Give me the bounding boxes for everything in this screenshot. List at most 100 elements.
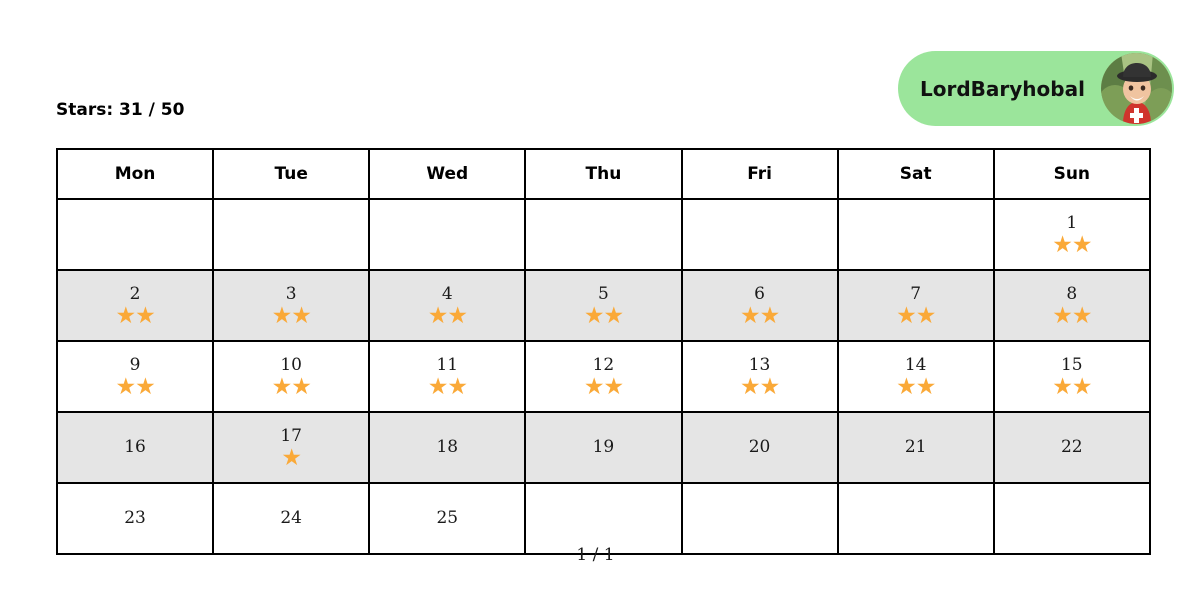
day-star-rating: ★ ★ [115, 304, 155, 327]
star-icon: ★ [915, 302, 937, 329]
column-header-thu: Thu [524, 148, 683, 200]
star-icon: ★ [427, 373, 449, 400]
day-number: 17 [280, 425, 302, 446]
user-badge[interactable]: LordBaryhobal [898, 51, 1174, 126]
calendar-day-cell[interactable]: 14 ★ ★ [836, 340, 995, 413]
calendar-week-row: 2 ★ ★ 3 ★ ★ 4 ★ ★ 5 ★ ★ 6 ★ ★ 7 ★ ★ 8 ★ ★ [55, 269, 1151, 342]
calendar-day-cell[interactable]: 12 ★ ★ [524, 340, 683, 413]
day-number: 4 [441, 283, 453, 304]
star-icon: ★ [603, 373, 624, 400]
star-icon: ★ [583, 302, 605, 329]
calendar-day-cell[interactable]: 1 ★ ★ [992, 198, 1151, 271]
calendar-day-cell[interactable]: 7 ★ ★ [836, 269, 995, 342]
calendar-day-cell[interactable]: 18 [368, 411, 527, 484]
day-cell-content: 8 ★ ★ [995, 273, 1149, 338]
calendar-day-cell[interactable]: 10 ★ ★ [212, 340, 371, 413]
calendar-day-cell[interactable]: 9 ★ ★ [55, 340, 215, 413]
calendar-day-cell[interactable]: 2 ★ ★ [55, 269, 215, 342]
calendar-day-cell[interactable]: 24 [212, 482, 371, 555]
day-number: 2 [129, 283, 141, 304]
calendar-day-cell[interactable]: 16 [55, 411, 215, 484]
calendar-day-cell[interactable]: 5 ★ ★ [524, 269, 683, 342]
star-icon: ★ [1052, 373, 1073, 400]
star-icon: ★ [447, 373, 468, 400]
day-number: 10 [280, 354, 302, 375]
calendar-day-cell[interactable]: 25 [368, 482, 527, 555]
day-number: 16 [124, 436, 146, 457]
day-star-rating: ★ ★ [739, 373, 780, 400]
day-cell-content: 3 ★ ★ [214, 273, 368, 338]
calendar-day-cell[interactable]: 8 ★ ★ [992, 269, 1151, 342]
column-header-tue: Tue [212, 148, 371, 200]
star-icon: ★ [135, 373, 156, 400]
column-header-sun: Sun [992, 148, 1151, 200]
day-number: 13 [748, 354, 771, 375]
calendar-day-cell[interactable]: 11 ★ ★ [368, 340, 527, 413]
calendar-day-cell[interactable]: 19 [524, 411, 683, 484]
star-icon: ★ [281, 444, 302, 471]
day-star-rating: ★ ★ [115, 373, 156, 400]
day-cell-content: 10 ★ ★ [214, 344, 368, 409]
day-star-rating: ★ ★ [896, 373, 936, 400]
day-cell-content [839, 202, 993, 267]
day-cell-content: 17 ★ [214, 415, 368, 480]
calendar-week-row: 16 17 ★ 18 19 20 21 22 [55, 411, 1151, 484]
star-calendar-table: Mon Tue Wed Thu Fri Sat Sun 1 ★ ★ 2 ★ ★ 3 ★ ★ 4 ★ ★… [55, 148, 1151, 555]
day-number: 21 [904, 436, 927, 457]
column-header-sat: Sat [836, 148, 995, 200]
calendar-day-cell[interactable]: 17 ★ [212, 411, 371, 484]
day-cell-content [839, 486, 993, 551]
column-header-fri: Fri [680, 148, 839, 200]
avatar[interactable] [1100, 53, 1172, 124]
star-icon: ★ [739, 373, 761, 400]
day-star-rating: ★ ★ [272, 304, 312, 327]
day-cell-content: 18 [370, 415, 524, 480]
calendar-day-cell[interactable]: 20 [680, 411, 839, 484]
calendar-empty-cell [836, 198, 995, 271]
day-number: 23 [124, 507, 146, 528]
day-number: 3 [285, 283, 297, 304]
calendar-empty-cell [55, 198, 215, 271]
calendar-empty-cell [992, 482, 1151, 555]
star-icon: ★ [603, 302, 624, 329]
column-header-wed: Wed [368, 148, 527, 200]
calendar-day-cell[interactable]: 21 [836, 411, 995, 484]
day-cell-content: 23 [58, 486, 212, 551]
day-cell-content: 25 [370, 486, 524, 551]
column-header-mon: Mon [55, 148, 215, 200]
day-cell-content [526, 202, 680, 267]
day-cell-content: 1 ★ ★ [995, 202, 1149, 267]
calendar-day-cell[interactable]: 15 ★ ★ [992, 340, 1151, 413]
calendar-week-row: 1 ★ ★ [55, 198, 1151, 271]
star-icon: ★ [115, 373, 136, 400]
calendar-day-cell[interactable]: 23 [55, 482, 215, 555]
star-icon: ★ [291, 373, 312, 400]
day-cell-content: 16 [58, 415, 212, 480]
day-star-rating: ★ ★ [740, 304, 780, 327]
top-bar: Stars: 31 / 50 LordBaryhobal [0, 0, 1191, 140]
day-cell-content: 13 ★ ★ [683, 344, 837, 409]
day-number: 7 [910, 283, 922, 304]
calendar-day-cell[interactable]: 6 ★ ★ [680, 269, 839, 342]
calendar-empty-cell [368, 198, 527, 271]
calendar-day-cell[interactable]: 13 ★ ★ [680, 340, 839, 413]
day-star-rating: ★ ★ [583, 302, 624, 329]
star-icon: ★ [1052, 231, 1073, 258]
day-cell-content: 24 [214, 486, 368, 551]
day-cell-content: 11 ★ ★ [370, 344, 524, 409]
calendar-day-cell[interactable]: 4 ★ ★ [368, 269, 527, 342]
day-number: 14 [904, 354, 927, 375]
day-cell-content [58, 202, 212, 267]
day-cell-content: 6 ★ ★ [683, 273, 837, 338]
calendar-empty-cell [836, 482, 995, 555]
calendar-day-cell[interactable]: 3 ★ ★ [212, 269, 371, 342]
calendar-empty-cell [680, 482, 839, 555]
day-number: 20 [748, 436, 771, 457]
calendar-day-cell[interactable]: 22 [992, 411, 1151, 484]
day-star-rating: ★ ★ [896, 302, 937, 329]
day-star-rating: ★ ★ [428, 304, 468, 327]
calendar-empty-cell [524, 482, 683, 555]
star-icon: ★ [896, 373, 917, 400]
day-cell-content: 2 ★ ★ [58, 273, 212, 338]
